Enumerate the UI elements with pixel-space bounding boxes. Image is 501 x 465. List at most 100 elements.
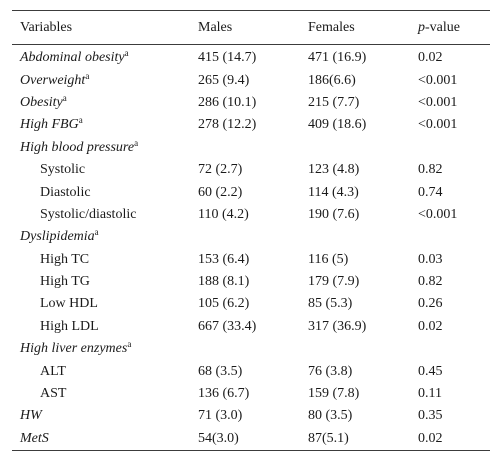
row-p-value-cell: 0.26 <box>418 296 443 312</box>
row-p-value-cell: 0.02 <box>418 318 443 334</box>
row-females-cell: 87(5.1) <box>308 430 349 446</box>
row-variable-cell: Obesitya <box>12 92 190 114</box>
footnote-marker: a <box>62 92 67 103</box>
header-males: Males <box>190 11 300 45</box>
row-females-cell <box>300 338 410 360</box>
row-p-value-cell: 0.45 <box>418 363 443 379</box>
data-table: Variables Males Females p-value Abdomina… <box>12 11 490 450</box>
table-row: ALT 68 (3.5) 76 (3.8) 0.45 <box>12 360 490 382</box>
row-variable-cell: ALT <box>12 360 190 382</box>
row-males-cell: 667 (33.4) <box>198 318 257 334</box>
row-variable-cell: High TC <box>12 249 190 271</box>
row-females-cell: 471 (16.9) <box>308 50 367 66</box>
row-p-value-cell: <0.001 <box>418 206 458 222</box>
row-females-cell <box>300 137 410 159</box>
row-variable-label: HW <box>20 408 42 424</box>
row-p-value-cell: 0.11 <box>418 386 442 402</box>
row-females-cell: 190 (7.6) <box>308 206 360 222</box>
row-variable-label: Obesity <box>20 94 63 110</box>
table-row: Obesitya 286 (10.1) 215 (7.7) <0.001 <box>12 92 490 114</box>
row-variable-cell: HW <box>12 405 190 427</box>
row-variable-label: High FBG <box>20 117 79 133</box>
table-row: AST 136 (6.7) 159 (7.8) 0.11 <box>12 383 490 405</box>
row-males-cell: 153 (6.4) <box>198 251 250 267</box>
footnote-marker: a <box>124 48 129 59</box>
row-variable-cell: Systolic/diastolic <box>12 204 190 226</box>
row-p-value-cell <box>410 338 490 360</box>
header-females: Females <box>300 11 410 45</box>
table-row: MetS 54(3.0) 87(5.1) 0.02 <box>12 428 490 450</box>
row-p-value-cell: <0.001 <box>418 94 458 110</box>
row-females-cell: 317 (36.9) <box>308 318 367 334</box>
header-variables: Variables <box>12 11 190 45</box>
row-p-value-cell: 0.74 <box>418 184 443 200</box>
row-variable-label: Overweight <box>20 72 86 88</box>
row-variable-label: MetS <box>20 430 49 446</box>
table-row: Diastolic 60 (2.2) 114 (4.3) 0.74 <box>12 181 490 203</box>
row-females-cell: 409 (18.6) <box>308 117 367 133</box>
row-variable-label: ALT <box>40 363 66 379</box>
row-p-value-cell: 0.02 <box>418 430 443 446</box>
row-females-cell: 186(6.6) <box>308 72 356 88</box>
table-row: Overweighta 265 (9.4) 186(6.6) <0.001 <box>12 69 490 91</box>
row-females-cell: 114 (4.3) <box>308 184 359 200</box>
row-males-cell: 71 (3.0) <box>198 408 243 424</box>
row-variable-label: High liver enzymes <box>20 341 128 357</box>
header-p-value: p-value <box>410 11 490 45</box>
row-p-value-cell: 0.82 <box>418 162 443 178</box>
header-p-value-suffix: -value <box>425 19 460 35</box>
row-variable-cell: Systolic <box>12 159 190 181</box>
row-males-cell: 60 (2.2) <box>198 184 243 200</box>
table-body: Abdominal obesitya 415 (14.7) 471 (16.9) 0.… <box>12 45 490 451</box>
row-males-cell: 415 (14.7) <box>198 50 257 66</box>
row-males-cell: 265 (9.4) <box>198 72 250 88</box>
table-row: High LDL 667 (33.4) 317 (36.9) 0.02 <box>12 316 490 338</box>
row-variable-label: Diastolic <box>40 184 91 200</box>
row-p-value-cell <box>410 226 490 248</box>
row-females-cell: 85 (5.3) <box>308 296 353 312</box>
row-variable-label: Dyslipidemia <box>20 229 95 245</box>
row-females-cell: 215 (7.7) <box>308 94 360 110</box>
footnote-marker: a <box>78 115 83 126</box>
row-variable-label: High LDL <box>40 318 99 334</box>
row-females-cell: 80 (3.5) <box>308 408 353 424</box>
row-variable-label: Systolic <box>40 162 86 178</box>
row-males-cell: 278 (12.2) <box>198 117 257 133</box>
row-females-cell <box>300 226 410 248</box>
footnote-marker: a <box>127 339 132 350</box>
row-males-cell <box>190 338 300 360</box>
row-variable-label: High blood pressure <box>20 139 135 155</box>
row-variable-label: AST <box>40 386 67 402</box>
table-row: Abdominal obesitya 415 (14.7) 471 (16.9) 0.… <box>12 45 490 70</box>
row-females-cell: 116 (5) <box>308 251 349 267</box>
row-variable-cell: High liver enzymesa <box>12 338 190 360</box>
row-variable-cell: Dyslipidemiaa <box>12 226 190 248</box>
row-males-cell <box>190 226 300 248</box>
row-variable-cell: MetS <box>12 428 190 450</box>
table-row: High blood pressurea <box>12 137 490 159</box>
table-row: Systolic/diastolic 110 (4.2) 190 (7.6) <0.0… <box>12 204 490 226</box>
footnote-marker: a <box>134 137 139 148</box>
row-p-value-cell <box>410 137 490 159</box>
row-variable-label: High TC <box>40 251 90 267</box>
row-variable-cell: Overweighta <box>12 69 190 91</box>
row-p-value-cell: 0.02 <box>418 50 443 66</box>
table-header: Variables Males Females p-value <box>12 11 490 45</box>
table-row: High liver enzymesa <box>12 338 490 360</box>
row-variable-label: Systolic/diastolic <box>40 206 137 222</box>
row-variable-cell: High TG <box>12 271 190 293</box>
row-p-value-cell: 0.35 <box>418 408 443 424</box>
row-variable-cell: Abdominal obesitya <box>12 45 190 70</box>
data-table-container: Variables Males Females p-value Abdomina… <box>12 10 490 452</box>
row-variable-cell: Diastolic <box>12 181 190 203</box>
table-row: HW 71 (3.0) 80 (3.5) 0.35 <box>12 405 490 427</box>
row-variable-cell: AST <box>12 383 190 405</box>
row-variable-cell: High blood pressurea <box>12 137 190 159</box>
table-row: High TC 153 (6.4) 116 (5) 0.03 <box>12 249 490 271</box>
row-p-value-cell: 0.82 <box>418 274 443 290</box>
row-males-cell: 72 (2.7) <box>198 162 243 178</box>
table-row: Low HDL 105 (6.2) 85 (5.3) 0.26 <box>12 293 490 315</box>
row-variable-label: Abdominal obesity <box>20 50 125 66</box>
footnote-marker: a <box>94 227 99 238</box>
row-variable-cell: High FBGa <box>12 114 190 136</box>
